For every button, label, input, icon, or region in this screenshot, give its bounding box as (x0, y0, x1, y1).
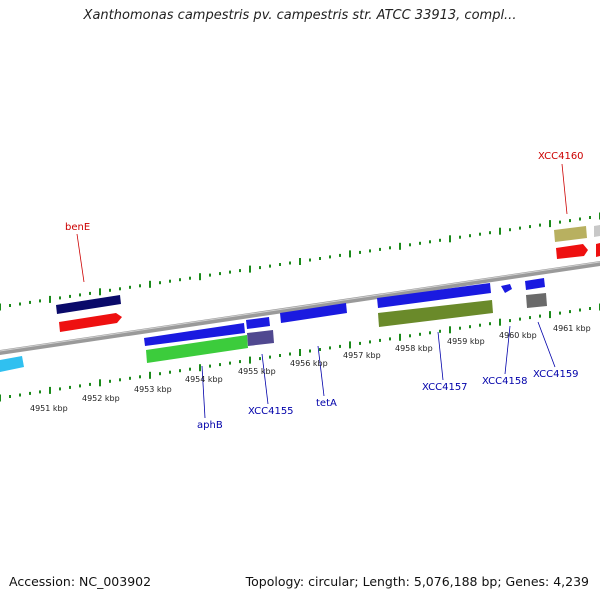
chromosome-backbone-highlight (0, 261, 600, 352)
feature-red-edge[interactable] (596, 243, 600, 257)
feature-grey-edge[interactable] (594, 225, 600, 237)
feature-slate-XCC4155[interactable] (247, 330, 274, 346)
chromosome-backbone (0, 260, 600, 356)
feature-blue-8[interactable] (501, 284, 512, 293)
gene-label-aphB[interactable]: aphB (197, 420, 223, 431)
gene-label-XCC4159[interactable]: XCC4159 (533, 369, 579, 380)
feature-red-benE[interactable] (59, 313, 122, 332)
gene-label-XCC4157[interactable]: XCC4157 (422, 382, 468, 393)
scale-label: 4956 kbp (290, 359, 328, 368)
scale-label: 4959 kbp (447, 337, 485, 346)
summary-text: Topology: circular; Length: 5,076,188 bp… (245, 574, 589, 589)
gene-label-tetA[interactable]: tetA (316, 398, 337, 409)
feature-blue-5[interactable] (246, 317, 270, 329)
feature-blue-9[interactable] (525, 278, 545, 290)
upper-features (56, 225, 600, 346)
lower-features (0, 293, 547, 372)
gene-labels: benE XCC4160 aphB XCC4155 tetA XCC4157 X… (65, 151, 584, 431)
scale-label: 4957 kbp (343, 351, 381, 360)
scale-label: 4961 kbp (553, 324, 591, 333)
label-connectors (76, 163, 568, 419)
scale-labels: 4951 kbp 4952 kbp 4953 kbp 4954 kbp 4955… (30, 324, 591, 413)
feature-navy[interactable] (56, 295, 121, 314)
gene-label-XCC4155[interactable]: XCC4155 (248, 406, 294, 417)
scale-label: 4952 kbp (82, 394, 120, 403)
scale-label: 4951 kbp (30, 404, 68, 413)
feature-green-aphB[interactable] (146, 335, 248, 363)
scale-label: 4955 kbp (238, 367, 276, 376)
feature-khaki[interactable] (554, 226, 587, 242)
gene-label-XCC4160[interactable]: XCC4160 (538, 151, 584, 162)
feature-grey-XCC4159[interactable] (526, 293, 547, 308)
scale-label: 4958 kbp (395, 344, 433, 353)
accession-text: Accession: NC_003902 (9, 574, 152, 589)
lower-tick-row (0, 303, 600, 402)
scale-label: 4960 kbp (499, 331, 537, 340)
feature-red-XCC4160[interactable] (556, 244, 588, 259)
feature-blue-6[interactable] (280, 303, 347, 323)
scale-label: 4954 kbp (185, 375, 223, 384)
gene-label-XCC4158[interactable]: XCC4158 (482, 376, 528, 387)
feature-cyan-edge[interactable] (0, 356, 24, 372)
upper-tick-row (0, 212, 600, 311)
feature-blue-7[interactable] (377, 283, 491, 308)
gene-label-benE[interactable]: benE (65, 222, 90, 233)
scale-label: 4953 kbp (134, 385, 172, 394)
feature-blue-4[interactable] (144, 323, 245, 346)
map-title: Xanthomonas campestris pv. campestris st… (83, 8, 517, 23)
feature-olive-XCC4157[interactable] (378, 300, 493, 327)
